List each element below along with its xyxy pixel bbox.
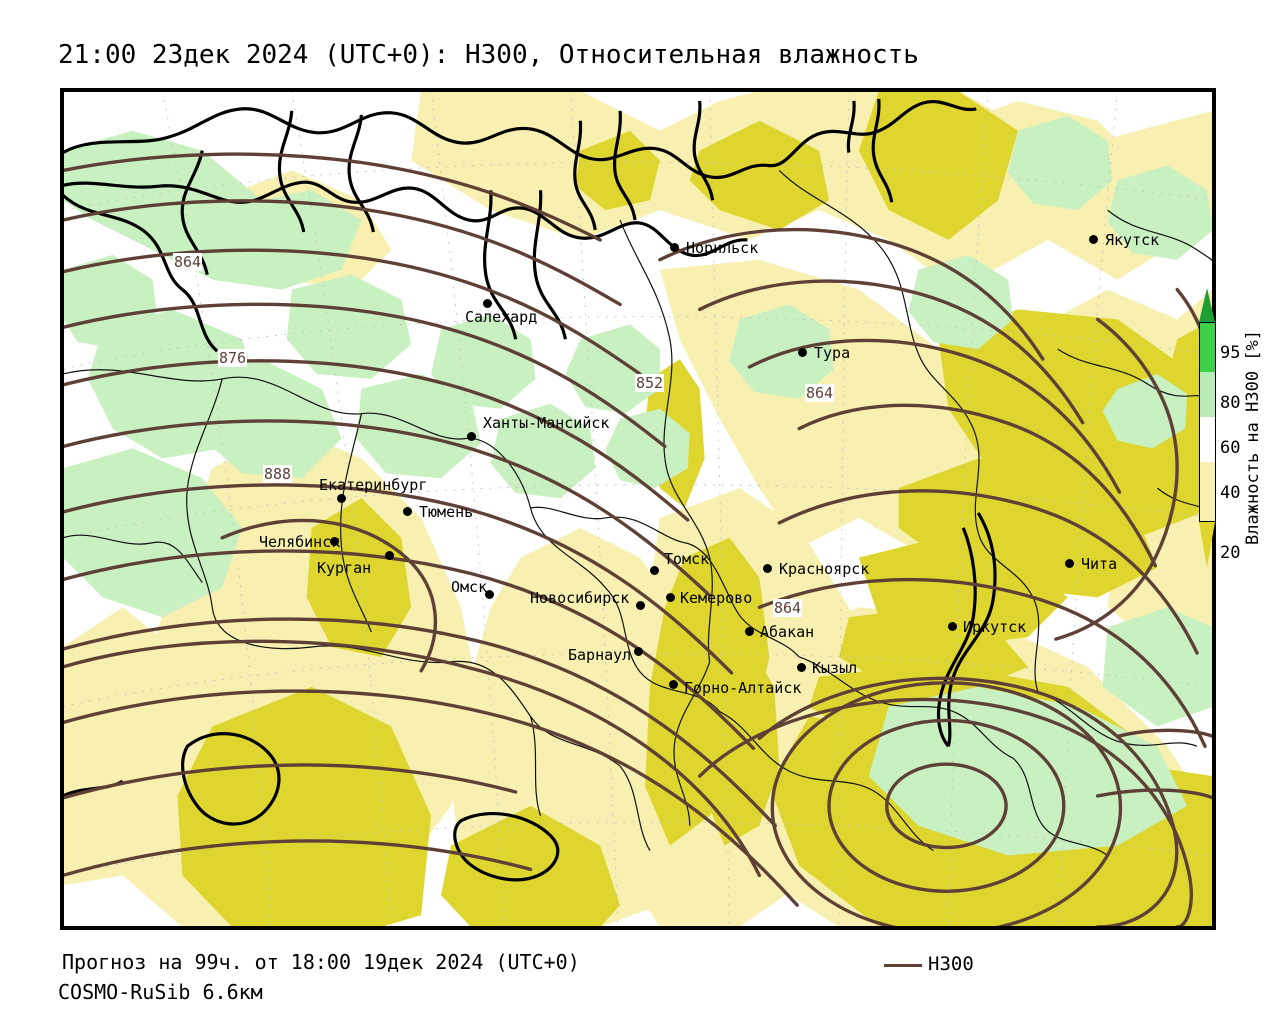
city-dot-icon [330,537,339,546]
city-label: Салехард [465,308,538,326]
city-dot-icon [798,348,807,357]
city-label: Горно-Алтайск [684,679,802,697]
city-dot-icon [483,299,492,308]
map-frame[interactable]: 864 876 888 852 864 864 Якутск Норильск Са… [60,88,1216,930]
page-title: 21:00 23дек 2024 (UTC+0): H300, Относите… [58,40,919,70]
city-dot-icon [797,663,806,672]
city-label: Томск [664,550,710,568]
city-label: Челябинск [259,533,341,551]
city-label: Якутск [1105,231,1160,249]
colorbar-segment-20-40 [1199,462,1216,522]
city-label: Тюмень [419,503,474,521]
city-label: Курган [317,559,372,577]
admin-borders [63,170,1213,856]
city-dot-icon [669,680,678,689]
h300-legend-line [884,964,922,967]
colorbar-tick-80: 80 [1220,393,1241,413]
city-label: Новосибирск [530,589,630,607]
colorbar-gradient [1199,322,1216,522]
city-dot-icon [763,564,772,573]
colorbar[interactable] [1199,288,1216,568]
map-canvas [63,91,1213,927]
colorbar-segment-40-60 [1199,417,1216,462]
city-dot-icon [745,627,754,636]
city-dot-icon [467,432,476,441]
contour-label: 864 [805,384,835,402]
contour-label: 852 [635,374,665,392]
city-dot-icon [385,551,394,560]
city-label: Кызыл [812,659,858,677]
colorbar-tick-60: 60 [1220,438,1241,458]
city-label: Норильск [686,239,759,257]
city-label: Барнаул [568,646,632,664]
city-label: Красноярск [779,560,870,578]
h300-legend-label: H300 [928,953,974,975]
city-dot-icon [948,622,957,631]
city-label: Чита [1081,555,1118,573]
city-label: Кемерово [680,589,753,607]
contour-label: 864 [773,599,803,617]
contour-label: 876 [218,349,248,367]
colorbar-tick-40: 40 [1220,483,1241,503]
city-dot-icon [670,243,679,252]
contour-label: 888 [263,465,293,483]
city-label: Екатеринбург [319,476,428,494]
colorbar-axis-title: Влажность на H300 [%] [1243,330,1263,545]
model-caption: COSMO-RuSib 6.6км [58,980,263,1004]
contour-label: 864 [173,253,203,271]
forecast-caption: Прогноз на 99ч. от 18:00 19дек 2024 (UTC… [62,950,580,974]
city-label: Омск [451,578,488,596]
city-label: Ханты-Мансийск [483,414,610,432]
colorbar-segment-60-80 [1199,372,1216,417]
colorbar-ticks: 95 80 60 40 20 [1220,300,1260,562]
colorbar-bottom-arrow [1199,522,1215,568]
city-label: Абакан [760,623,815,641]
contours-h300 [63,152,1213,927]
colorbar-segment-80-95 [1199,322,1216,372]
graticule [63,91,1213,927]
city-label: Иркутск [963,618,1027,636]
colorbar-tick-20: 20 [1220,543,1241,563]
city-dot-icon [666,593,675,602]
city-dot-icon [337,494,346,503]
city-dot-icon [485,590,494,599]
city-dot-icon [634,647,643,656]
city-dot-icon [1089,235,1098,244]
city-dot-icon [636,601,645,610]
city-label: Тура [814,344,851,362]
city-dot-icon [650,566,659,575]
colorbar-tick-95: 95 [1220,343,1241,363]
city-dot-icon [1065,559,1074,568]
city-dot-icon [403,507,412,516]
colorbar-top-arrow [1199,288,1215,322]
